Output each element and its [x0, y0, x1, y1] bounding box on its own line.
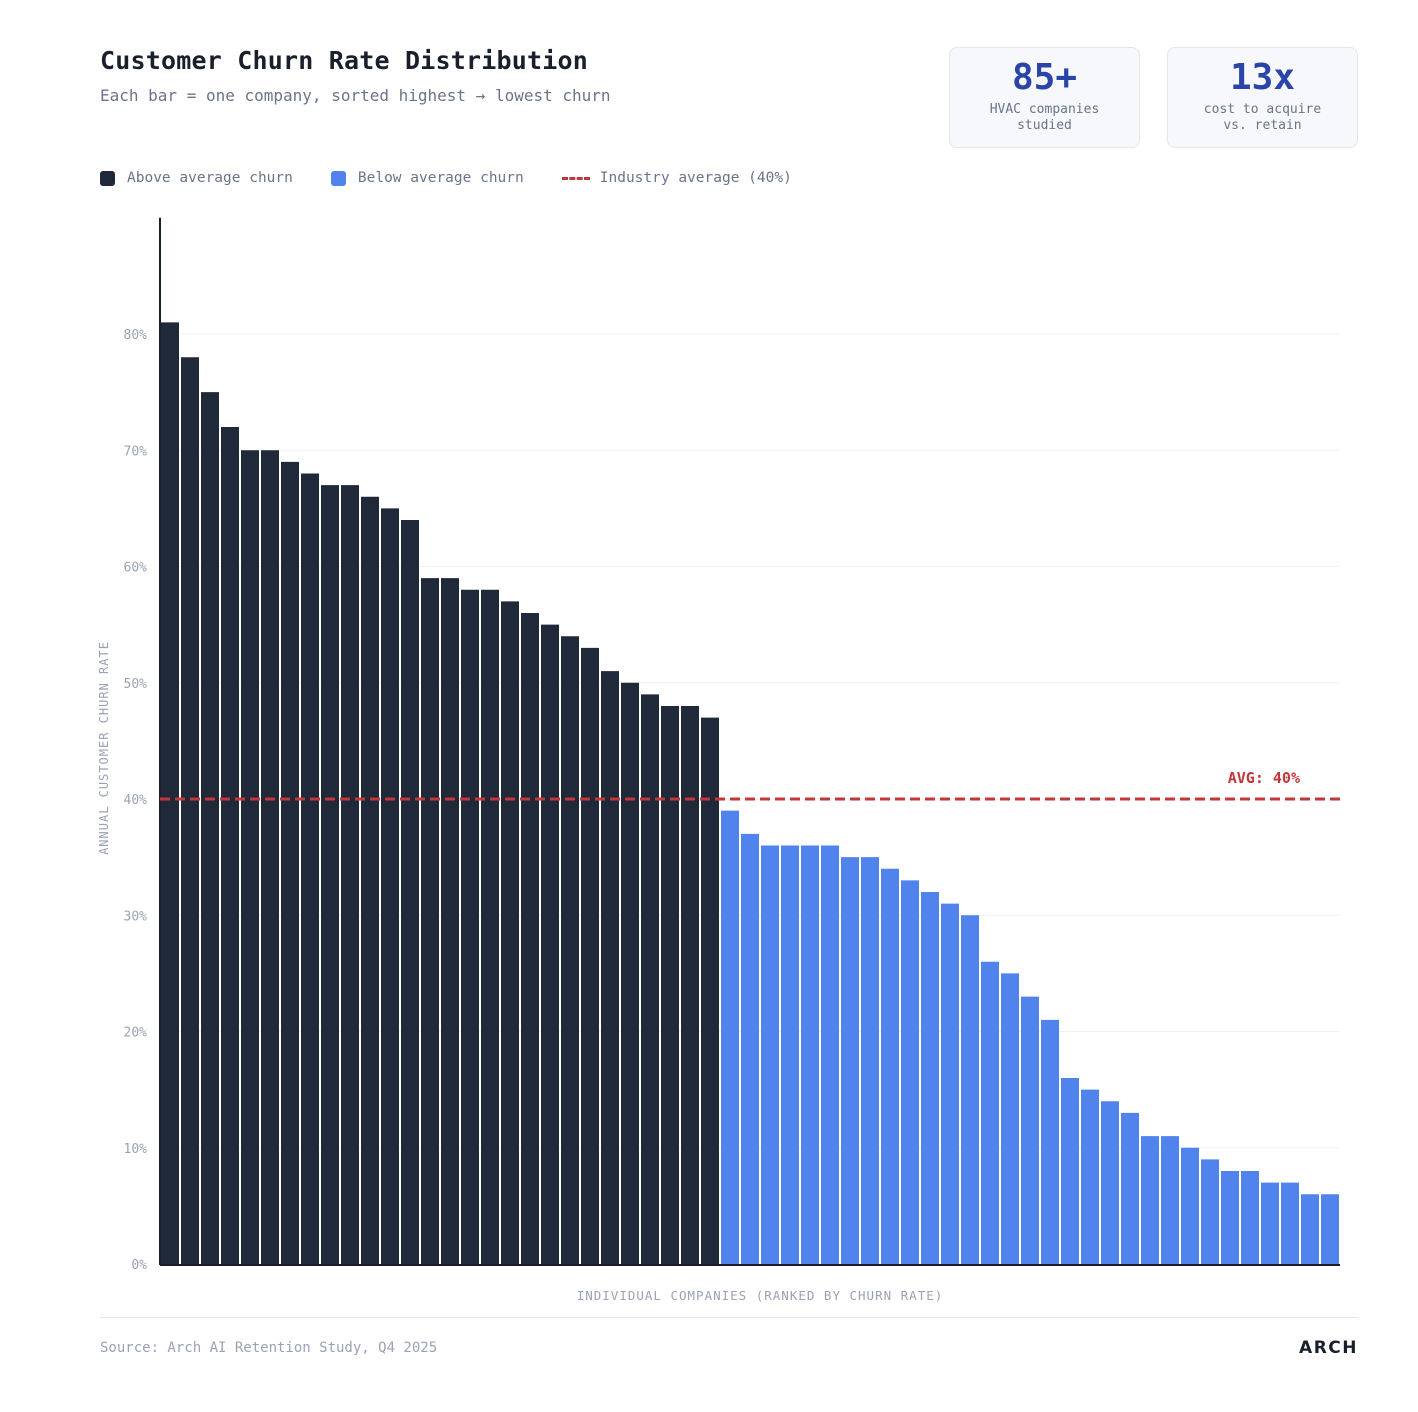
legend-item-average: Industry average (40%) — [561, 170, 792, 186]
bar — [1041, 1019, 1059, 1264]
source-note: Source: Arch AI Retention Study, Q4 2025 — [100, 1340, 438, 1356]
bar — [581, 647, 599, 1264]
bar — [681, 706, 699, 1264]
bar — [1241, 1171, 1259, 1264]
bar — [661, 706, 679, 1264]
bar — [1321, 1194, 1339, 1264]
bar — [781, 845, 799, 1264]
stat-card-cost: 13x cost to acquire vs. retain — [1167, 47, 1358, 148]
y-tick-label: 0% — [131, 1258, 147, 1273]
y-tick-label: 60% — [124, 561, 148, 576]
bar — [1261, 1182, 1279, 1264]
bar — [481, 589, 499, 1264]
bar — [301, 473, 319, 1264]
bar — [241, 450, 259, 1264]
bar — [1021, 996, 1039, 1264]
stat-label: HVAC companies studied — [989, 102, 1100, 133]
footer-divider — [100, 1317, 1358, 1318]
bar — [821, 845, 839, 1264]
legend-swatch-above — [100, 170, 115, 186]
bar — [281, 461, 299, 1264]
y-tick-label: 20% — [124, 1026, 148, 1041]
y-tick-label: 10% — [124, 1142, 148, 1157]
bar — [321, 485, 339, 1264]
bar — [801, 845, 819, 1264]
bar — [721, 810, 739, 1264]
stat-card-companies: 85+ HVAC companies studied — [949, 47, 1140, 148]
bar — [1101, 1101, 1119, 1264]
bar — [1061, 1078, 1079, 1264]
legend-item-below: Below average churn — [330, 170, 524, 186]
bar — [401, 520, 419, 1264]
chart-subtitle: Each bar = one company, sorted highest →… — [100, 86, 611, 105]
legend-swatch-below — [330, 170, 346, 186]
bar — [421, 578, 439, 1264]
bar — [461, 589, 479, 1264]
bar — [501, 601, 519, 1264]
bar — [1001, 973, 1019, 1264]
bar — [341, 485, 359, 1264]
bar — [881, 868, 899, 1264]
bar — [441, 578, 459, 1264]
bar — [761, 845, 779, 1264]
bar — [561, 636, 579, 1264]
bar — [221, 427, 239, 1264]
bar — [1281, 1182, 1299, 1264]
stat-label: cost to acquire vs. retain — [1203, 102, 1322, 133]
x-axis-label: INDIVIDUAL COMPANIES (RANKED BY CHURN RA… — [577, 1288, 944, 1303]
average-label: AVG: 40% — [1228, 769, 1300, 787]
y-tick-label: 50% — [124, 677, 148, 692]
chart-title: Customer Churn Rate Distribution — [100, 46, 589, 75]
legend: Above average churn Below average churn … — [100, 170, 830, 186]
bar — [521, 613, 539, 1264]
bar — [1301, 1194, 1319, 1264]
bar — [1161, 1136, 1179, 1264]
bar — [541, 624, 559, 1264]
bar — [361, 496, 379, 1264]
bar — [981, 961, 999, 1264]
bar — [921, 892, 939, 1264]
bar — [1081, 1089, 1099, 1264]
y-tick-label: 80% — [124, 328, 148, 343]
legend-label: Industry average (40%) — [599, 170, 792, 186]
bar — [1181, 1147, 1199, 1264]
bar — [181, 357, 199, 1264]
bar — [841, 857, 859, 1264]
bar — [201, 392, 219, 1264]
legend-label: Below average churn — [357, 170, 524, 186]
bar — [1221, 1171, 1239, 1264]
bar — [941, 903, 959, 1264]
y-tick-label: 70% — [124, 444, 148, 459]
y-tick-label: 40% — [124, 793, 148, 808]
bar — [621, 682, 639, 1264]
brand-logo: ARCH — [1299, 1338, 1358, 1358]
y-axis-label: ANNUAL CUSTOMER CHURN RATE — [97, 641, 111, 855]
bar — [901, 880, 919, 1264]
bar — [601, 671, 619, 1264]
stat-value: 13x — [1229, 57, 1296, 98]
bar — [701, 717, 719, 1264]
bar — [1201, 1159, 1219, 1264]
bar — [961, 915, 979, 1264]
bar — [261, 450, 279, 1264]
y-tick-label: 30% — [124, 909, 148, 924]
bar — [161, 322, 179, 1264]
bar — [861, 857, 879, 1264]
legend-label: Above average churn — [127, 170, 293, 186]
bar — [741, 833, 759, 1264]
bar — [381, 508, 399, 1264]
legend-item-above: Above average churn — [100, 170, 293, 186]
legend-dash-average — [561, 176, 590, 180]
bar — [641, 694, 659, 1264]
bar — [1121, 1112, 1139, 1264]
stat-value: 85+ — [1011, 57, 1078, 98]
bar — [1141, 1136, 1159, 1264]
